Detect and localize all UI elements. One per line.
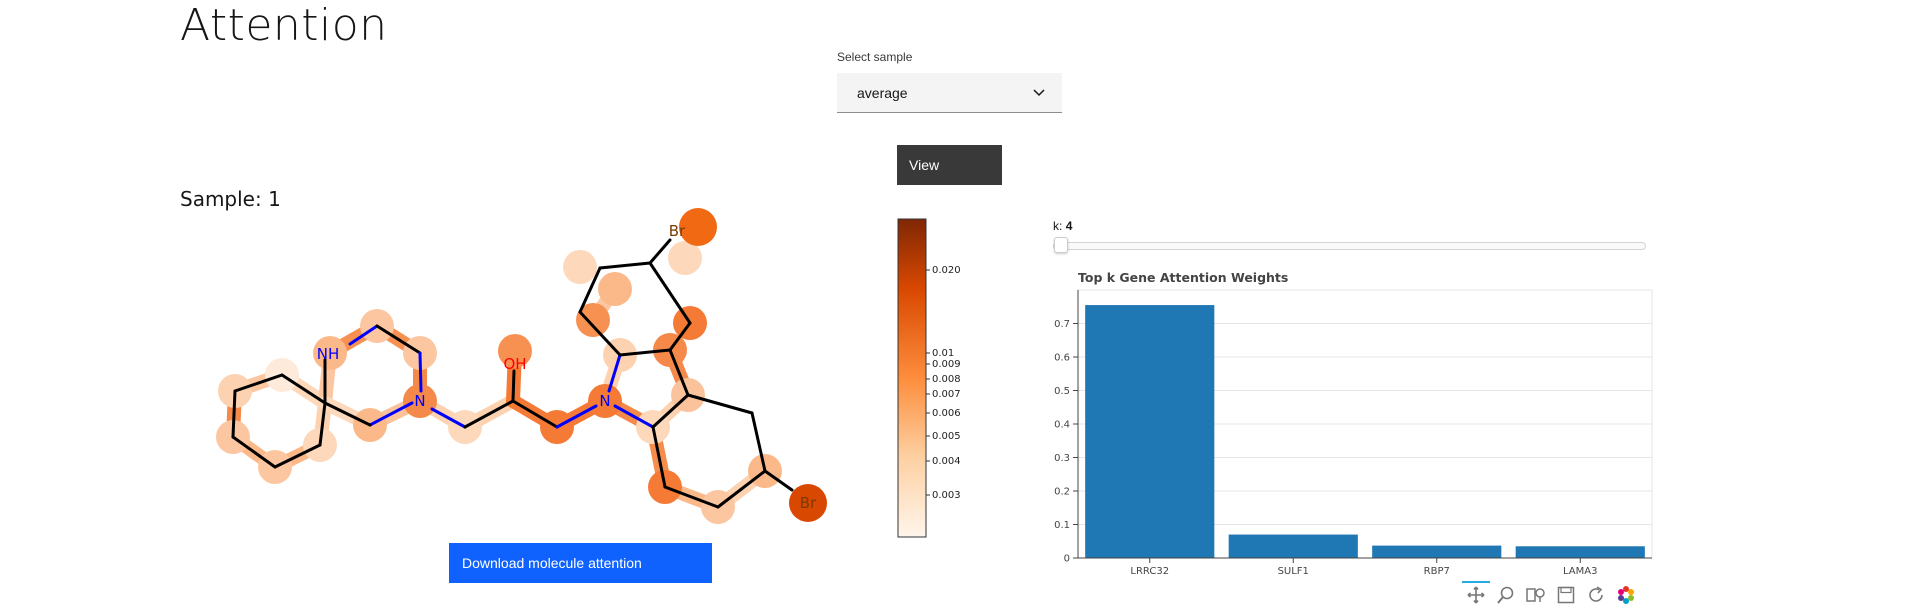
- x-tick-label: RBP7: [1424, 566, 1450, 577]
- bar-rbp7[interactable]: [1372, 545, 1502, 558]
- save-icon: [1557, 586, 1575, 604]
- y-tick-label: 0.1: [1054, 520, 1070, 531]
- colorbar-ticks: [926, 269, 930, 496]
- sample-select-group: Select sample average: [837, 50, 1062, 113]
- y-tick-label: 0.7: [1054, 319, 1070, 330]
- sample-select-value: average: [857, 84, 908, 101]
- colorbar-tick-label: 0.009: [932, 359, 961, 370]
- chevron-down-icon: [1033, 89, 1045, 97]
- download-molecule-attention-button[interactable]: Download molecule attention: [449, 543, 712, 583]
- y-tick-label: 0.6: [1054, 353, 1070, 364]
- chart-y-axis: 0 0.1 0.2 0.3 0.4 0.5 0.6 0.7: [1054, 290, 1079, 565]
- colorbar-gradient: [897, 218, 927, 538]
- colorbar-tick-label: 0.006: [932, 408, 961, 419]
- attention-colorbar: 0.020 0.01 0.009 0.008 0.007 0.006 0.005…: [897, 218, 961, 538]
- y-tick-label: 0: [1064, 554, 1070, 565]
- bokeh-logo[interactable]: [1616, 585, 1636, 605]
- atom-label-nh: NH: [317, 345, 340, 363]
- reset-tool[interactable]: [1586, 585, 1606, 605]
- pan-icon: [1467, 586, 1485, 604]
- atom-label-br2: Br: [800, 494, 817, 512]
- k-slider-group: k: 4: [1053, 217, 1646, 257]
- view-button[interactable]: View: [897, 145, 1002, 185]
- chart-title: Top k Gene Attention Weights: [1078, 270, 1288, 285]
- box-zoom-tool[interactable]: [1526, 585, 1546, 605]
- save-tool[interactable]: [1556, 585, 1576, 605]
- y-tick-label: 0.4: [1054, 420, 1070, 431]
- atom-label-br1: Br: [669, 222, 686, 240]
- gene-attention-bar-chart: Top k Gene Attention Weights 00.10.20.30…: [1054, 270, 1653, 577]
- atom-label-n2: N: [599, 392, 610, 410]
- wheel-zoom-icon: [1497, 586, 1514, 604]
- box-zoom-icon: [1526, 588, 1545, 602]
- sample-select-label: Select sample: [837, 50, 913, 64]
- bokeh-logo-icon: [1618, 586, 1634, 604]
- download-button-label: Download molecule attention: [462, 555, 642, 571]
- x-tick-label: SULF1: [1278, 566, 1309, 577]
- k-slider-handle[interactable]: [1054, 237, 1068, 253]
- colorbar-tick-label: 0.004: [932, 456, 961, 467]
- colorbar-tick-label: 0.007: [932, 389, 961, 400]
- page-title: Attention: [180, 0, 388, 51]
- sample-select[interactable]: average: [837, 73, 1062, 113]
- bar-lama3[interactable]: [1515, 546, 1645, 558]
- bar-sulf1[interactable]: [1228, 534, 1358, 558]
- bar-lrrc32[interactable]: [1085, 305, 1215, 558]
- chart-bars: [1085, 305, 1645, 558]
- atom-label-n1: N: [414, 392, 425, 410]
- x-tick-label: LAMA3: [1563, 566, 1597, 577]
- colorbar-tick-label: 0.005: [932, 431, 961, 442]
- wheel-zoom-tool[interactable]: [1496, 585, 1516, 605]
- chart-toolbar: [1462, 581, 1636, 605]
- k-slider-value: 4: [1065, 219, 1073, 233]
- colorbar-tick-label: 0.01: [932, 348, 954, 359]
- reset-icon: [1589, 586, 1603, 602]
- colorbar-tick-label: 0.003: [932, 490, 961, 501]
- atom-label-oh: OH: [503, 355, 526, 373]
- k-slider-label: k: 4: [1053, 219, 1073, 233]
- chart-x-axis: LRRC32 SULF1 RBP7 LAMA3: [1078, 557, 1652, 577]
- pan-tool[interactable]: [1462, 581, 1490, 605]
- molecule-attention-drawing: NH N OH N Br Br: [216, 208, 827, 524]
- view-button-label: View: [909, 157, 940, 173]
- sample-heading: Sample: 1: [180, 187, 281, 211]
- y-tick-label: 0.5: [1054, 386, 1070, 397]
- colorbar-tick-label: 0.008: [932, 374, 961, 385]
- y-tick-label: 0.2: [1054, 487, 1070, 498]
- y-tick-label: 0.3: [1054, 453, 1070, 464]
- k-slider-track[interactable]: [1053, 242, 1646, 250]
- molecule-bonds: [231, 238, 794, 509]
- colorbar-tick-label: 0.020: [932, 265, 961, 276]
- atom-labels: NH N OH N Br Br: [317, 222, 817, 512]
- x-tick-label: LRRC32: [1130, 566, 1169, 577]
